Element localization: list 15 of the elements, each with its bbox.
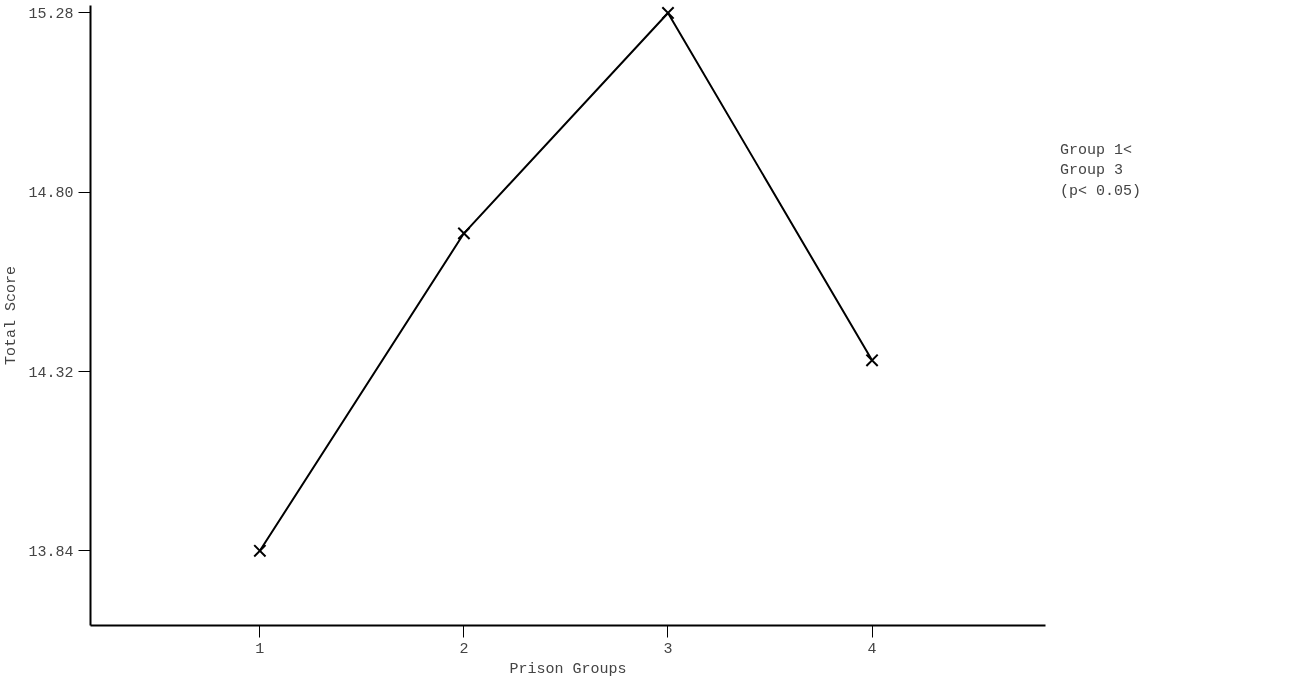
x-tick-label: 2 bbox=[459, 640, 469, 658]
point bbox=[865, 353, 879, 367]
y-axis-title: Total Score bbox=[3, 265, 21, 366]
y-tick-label: 13.84 bbox=[28, 543, 74, 561]
x-tick-label: 4 bbox=[867, 640, 877, 658]
y-tick-label: 14.80 bbox=[28, 185, 74, 203]
x-tick-label: 1 bbox=[255, 640, 265, 658]
x-tick-label: 3 bbox=[663, 640, 673, 658]
text: Group 1< Group 3 (p< 0.05) bbox=[1060, 141, 1142, 200]
point bbox=[253, 544, 267, 558]
point bbox=[457, 226, 471, 240]
point bbox=[661, 6, 675, 20]
y-tick-label: 15.28 bbox=[28, 5, 74, 23]
y-tick-label: 14.32 bbox=[28, 364, 74, 382]
x-axis-title: Prison Groups bbox=[509, 660, 627, 678]
